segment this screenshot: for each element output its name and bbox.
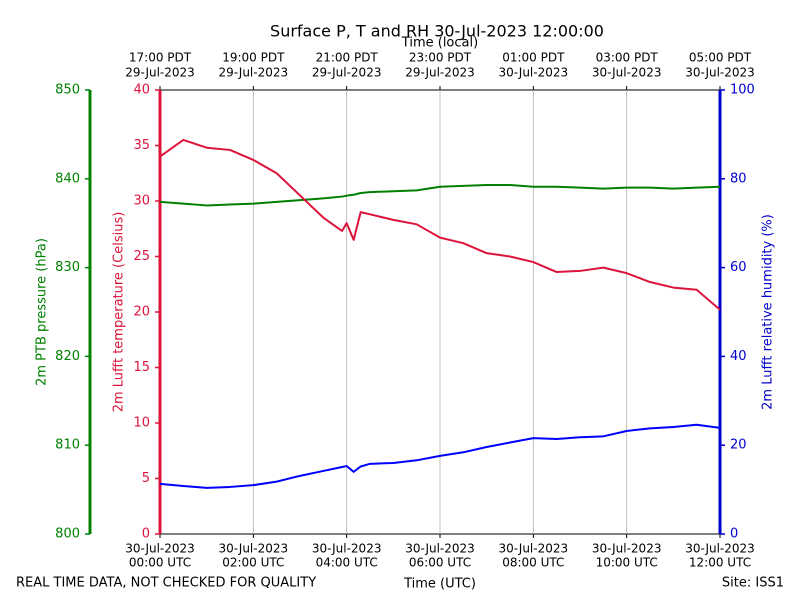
x-tick-label: 00:00 UTC (129, 556, 191, 570)
series-line (159, 138, 721, 311)
y-axis-title: 2m Lufft temperature (Celsius) (112, 212, 127, 413)
y-tick-label: 810 (55, 438, 80, 453)
y-axis-title: 2m Lufft relative humidity (%) (761, 214, 776, 410)
x-tick-label: 06:00 UTC (409, 556, 471, 570)
y-tick-label: 40 (730, 349, 747, 364)
y-tick-label: 840 (55, 171, 80, 186)
y-tick-label: 35 (133, 138, 150, 153)
y-tick-label: 100 (730, 83, 755, 98)
y-tick-label: 15 (133, 360, 150, 375)
x-tick-label: 30-Jul-2023 (405, 542, 475, 556)
x-tick-label: 04:00 UTC (316, 556, 378, 570)
x-top-tick-label: 29-Jul-2023 (312, 66, 382, 80)
y-tick-label: 25 (133, 249, 150, 264)
x-top-tick-label: 30-Jul-2023 (592, 66, 662, 80)
x-tick-label: 30-Jul-2023 (592, 542, 662, 556)
x-tick-label: 30-Jul-2023 (499, 542, 569, 556)
x-tick-label: 30-Jul-2023 (219, 542, 289, 556)
y-tick-label: 40 (133, 83, 150, 98)
y-axis-title: 2m PTB pressure (hPa) (35, 238, 50, 386)
y-tick-label: 20 (133, 305, 150, 320)
y-tick-label: 30 (133, 194, 150, 209)
x-top-tick-label: 21:00 PDT (316, 51, 379, 65)
y-tick-label: 0 (142, 527, 150, 542)
x-top-tick-label: 30-Jul-2023 (499, 66, 569, 80)
x-tick-label: 02:00 UTC (222, 556, 284, 570)
y-tick-label: 80 (730, 171, 747, 186)
y-tick-label: 20 (730, 438, 747, 453)
y-tick-label: 830 (55, 260, 80, 275)
x-top-tick-label: 29-Jul-2023 (219, 66, 289, 80)
x-top-tick-label: 05:00 PDT (689, 51, 752, 65)
x-tick-label: 30-Jul-2023 (125, 542, 195, 556)
y-tick-label: 0 (730, 527, 738, 542)
x-top-tick-label: 30-Jul-2023 (685, 66, 755, 80)
x-top-tick-label: 29-Jul-2023 (125, 66, 195, 80)
x-top-tick-label: 17:00 PDT (129, 51, 192, 65)
y-tick-label: 820 (55, 349, 80, 364)
series-line (159, 184, 721, 207)
y-tick-label: 800 (55, 527, 80, 542)
x-tick-label: 12:00 UTC (689, 556, 751, 570)
x-axis-title: Time (UTC) (403, 577, 476, 592)
x-tick-label: 10:00 UTC (596, 556, 658, 570)
x-top-tick-label: 01:00 PDT (502, 51, 565, 65)
y-tick-label: 60 (730, 260, 747, 275)
x-top-tick-label: 23:00 PDT (409, 51, 472, 65)
x-top-tick-label: 03:00 PDT (596, 51, 659, 65)
footer-note: REAL TIME DATA, NOT CHECKED FOR QUALITY (16, 576, 316, 591)
x-axis-top-title: Time (local) (401, 36, 478, 51)
x-tick-label: 30-Jul-2023 (685, 542, 755, 556)
y-tick-label: 5 (142, 471, 150, 486)
y-tick-label: 850 (55, 83, 80, 98)
chart-title: Surface P, T and RH 30-Jul-2023 12:00:00 (270, 22, 604, 41)
y-tick-label: 10 (133, 416, 150, 431)
x-tick-label: 08:00 UTC (502, 556, 564, 570)
x-tick-label: 30-Jul-2023 (312, 542, 382, 556)
x-top-tick-label: 29-Jul-2023 (405, 66, 475, 80)
x-top-tick-label: 19:00 PDT (222, 51, 285, 65)
series-line (159, 423, 721, 489)
site-label: Site: ISS1 (722, 576, 784, 591)
